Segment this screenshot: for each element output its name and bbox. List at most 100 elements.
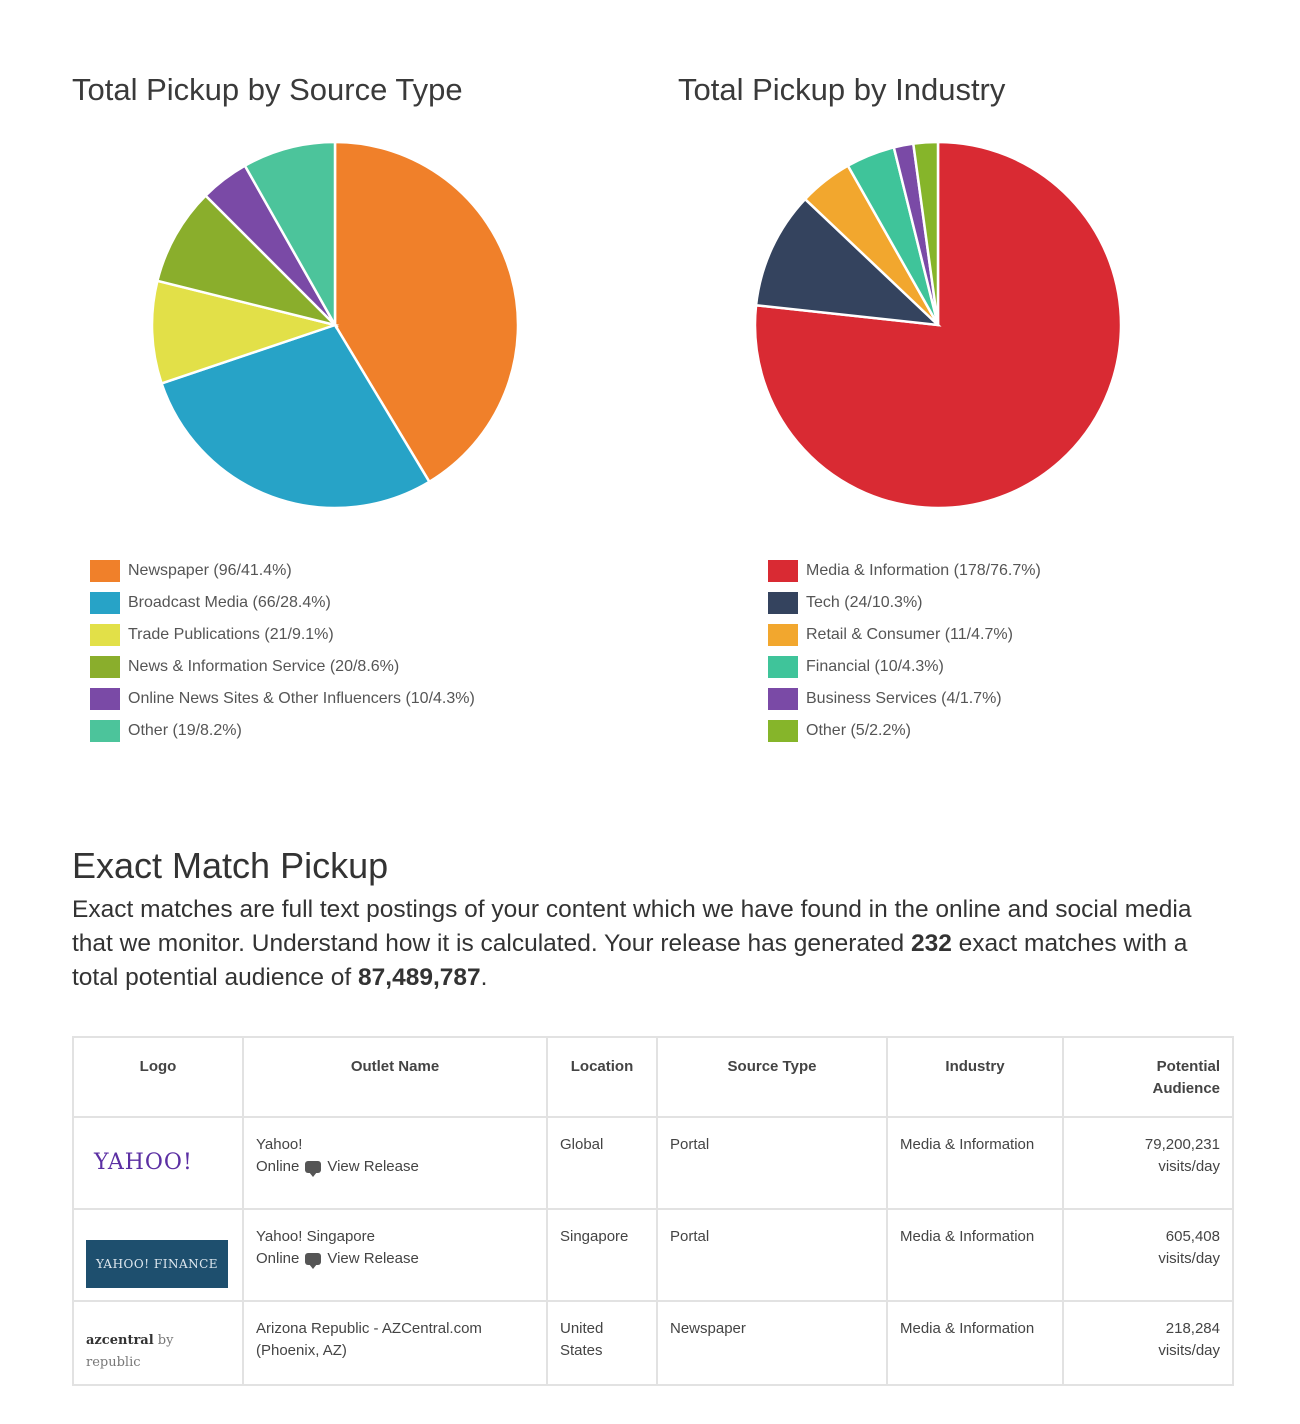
exact-match-audience: 87,489,787 xyxy=(358,964,481,991)
pie-slice-tech xyxy=(754,197,942,327)
legend-swatch xyxy=(768,592,798,614)
legend-label: Other (5/2.2%) xyxy=(806,722,911,739)
legend-item-broadcast-media: Broadcast Media (66/28.4%) xyxy=(90,587,475,619)
azcentral-logo: azcentral by republic xyxy=(86,1330,230,1374)
legend-swatch xyxy=(90,592,120,614)
cell-industry: Media & Information xyxy=(886,1300,1064,1386)
audience-unit: visits/day xyxy=(1158,1250,1220,1267)
legend-swatch xyxy=(90,624,120,646)
table-header-row: Logo Outlet Name Location Source Type In… xyxy=(72,1036,1234,1118)
legend-swatch xyxy=(768,720,798,742)
pie-slice-newspaper xyxy=(333,140,520,484)
cell-industry: Media & Information xyxy=(886,1208,1064,1302)
legend-item-newspaper: Newspaper (96/41.4%) xyxy=(90,555,475,587)
outlet-meta: Online View Release xyxy=(256,1156,534,1178)
comment-icon xyxy=(305,1161,322,1178)
legend-label: Financial (10/4.3%) xyxy=(806,658,944,675)
cell-logo: azcentral by republic xyxy=(72,1300,244,1386)
cell-source-type: Portal xyxy=(656,1116,888,1210)
yahoo-finance-logo: YAHOO! FINANCE xyxy=(86,1240,228,1288)
cell-industry: Media & Information xyxy=(886,1116,1064,1210)
outlet-type: Online xyxy=(256,1250,300,1267)
legend-item-news-information-service: News & Information Service (20/8.6%) xyxy=(90,651,475,683)
source-type-legend: Newspaper (96/41.4%) Broadcast Media (66/… xyxy=(90,555,475,747)
exact-match-desc-part1: Exact matches are full text postings of … xyxy=(72,896,1192,957)
legend-label: Media & Information (178/76.7%) xyxy=(806,562,1041,579)
legend-swatch xyxy=(768,560,798,582)
pie-slice-broadcast-media xyxy=(159,323,432,510)
header-audience-line2: Audience xyxy=(1152,1080,1220,1097)
legend-item-tech: Tech (24/10.3%) xyxy=(768,587,1041,619)
legend-item-other: Other (5/2.2%) xyxy=(768,715,1041,747)
exact-match-title: Exact Match Pickup xyxy=(72,845,389,886)
outlet-name: Yahoo! xyxy=(256,1136,303,1153)
header-industry[interactable]: Industry xyxy=(886,1036,1064,1118)
cell-logo: YAHOO! xyxy=(72,1116,244,1210)
legend-label: Online News Sites & Other Influencers (1… xyxy=(128,690,475,707)
legend-item-financial: Financial (10/4.3%) xyxy=(768,651,1041,683)
header-location[interactable]: Location xyxy=(546,1036,658,1118)
audience-unit: visits/day xyxy=(1158,1158,1220,1175)
audience-unit: visits/day xyxy=(1158,1342,1220,1359)
industry-chart-panel: Total Pickup by Industry Media & Informa… xyxy=(610,0,1230,760)
cell-location: Singapore xyxy=(546,1208,658,1302)
outlet-name: Yahoo! Singapore xyxy=(256,1228,375,1245)
audience-value: 605,408 xyxy=(1165,1228,1220,1245)
cell-location: United States xyxy=(546,1300,658,1386)
header-source-type[interactable]: Source Type xyxy=(656,1036,888,1118)
exact-match-description: Exact matches are full text postings of … xyxy=(72,893,1232,995)
table-row: YAHOO! Yahoo! Online View Release Global … xyxy=(72,1116,1234,1210)
legend-swatch xyxy=(768,656,798,678)
pie-slice-other xyxy=(911,140,940,326)
cell-outlet: Yahoo! Online View Release xyxy=(242,1116,548,1210)
view-release-link[interactable]: View Release xyxy=(327,1158,419,1175)
legend-swatch xyxy=(90,656,120,678)
legend-item-retail-consumer: Retail & Consumer (11/4.7%) xyxy=(768,619,1041,651)
source-type-chart-title: Total Pickup by Source Type xyxy=(72,72,463,107)
table-row: YAHOO! FINANCE Yahoo! Singapore Online Vi… xyxy=(72,1208,1234,1302)
pie-slice-media-information xyxy=(753,140,1123,510)
source-type-pie-chart xyxy=(150,140,520,510)
outlet-type: Online xyxy=(256,1158,300,1175)
pie-slice-news-information-service xyxy=(155,193,340,328)
cell-audience: 218,284 visits/day xyxy=(1062,1300,1234,1386)
legend-item-media-information: Media & Information (178/76.7%) xyxy=(768,555,1041,587)
exact-match-desc-part3: . xyxy=(480,964,488,991)
legend-label: Tech (24/10.3%) xyxy=(806,594,923,611)
cell-audience: 79,200,231 visits/day xyxy=(1062,1116,1234,1210)
header-potential-audience[interactable]: Potential Audience xyxy=(1062,1036,1234,1118)
pie-slice-trade-publications xyxy=(150,279,340,386)
industry-legend: Media & Information (178/76.7%) Tech (24/… xyxy=(768,555,1041,747)
legend-label: Retail & Consumer (11/4.7%) xyxy=(806,626,1013,643)
legend-item-other: Other (19/8.2%) xyxy=(90,715,475,747)
legend-label: News & Information Service (20/8.6%) xyxy=(128,658,400,675)
legend-label: Other (19/8.2%) xyxy=(128,722,242,739)
legend-label: Broadcast Media (66/28.4%) xyxy=(128,594,331,611)
cell-logo: YAHOO! FINANCE xyxy=(72,1208,244,1302)
legend-item-online-news-sites-other-influencers: Online News Sites & Other Influencers (1… xyxy=(90,683,475,715)
pie-slice-other xyxy=(243,140,337,330)
cell-source-type: Newspaper xyxy=(656,1300,888,1386)
industry-pie-chart xyxy=(753,140,1123,510)
view-release-link[interactable]: View Release xyxy=(327,1250,419,1267)
header-logo[interactable]: Logo xyxy=(72,1036,244,1118)
header-outlet-name[interactable]: Outlet Name xyxy=(242,1036,548,1118)
azcentral-logo-bold: azcentral xyxy=(86,1333,154,1348)
outlet-name: Arizona Republic - AZCentral.com (Phoeni… xyxy=(256,1320,482,1359)
legend-label: Trade Publications (21/9.1%) xyxy=(128,626,334,643)
legend-swatch xyxy=(90,688,120,710)
exact-match-desc-part2: exact matches with a total potential aud… xyxy=(72,930,1188,991)
cell-outlet: Arizona Republic - AZCentral.com (Phoeni… xyxy=(242,1300,548,1386)
legend-swatch xyxy=(768,688,798,710)
cell-source-type: Portal xyxy=(656,1208,888,1302)
outlet-meta: Online View Release xyxy=(256,1248,534,1270)
legend-swatch xyxy=(90,560,120,582)
legend-label: Newspaper (96/41.4%) xyxy=(128,562,292,579)
legend-label: Business Services (4/1.7%) xyxy=(806,690,1002,707)
table-row: azcentral by republic Arizona Republic -… xyxy=(72,1300,1234,1386)
exact-match-count: 232 xyxy=(910,930,952,957)
audience-value: 218,284 xyxy=(1165,1320,1220,1337)
cell-outlet: Yahoo! Singapore Online View Release xyxy=(242,1208,548,1302)
legend-item-trade-publications: Trade Publications (21/9.1%) xyxy=(90,619,475,651)
azcentral-logo-rest: by republic xyxy=(86,1333,174,1370)
